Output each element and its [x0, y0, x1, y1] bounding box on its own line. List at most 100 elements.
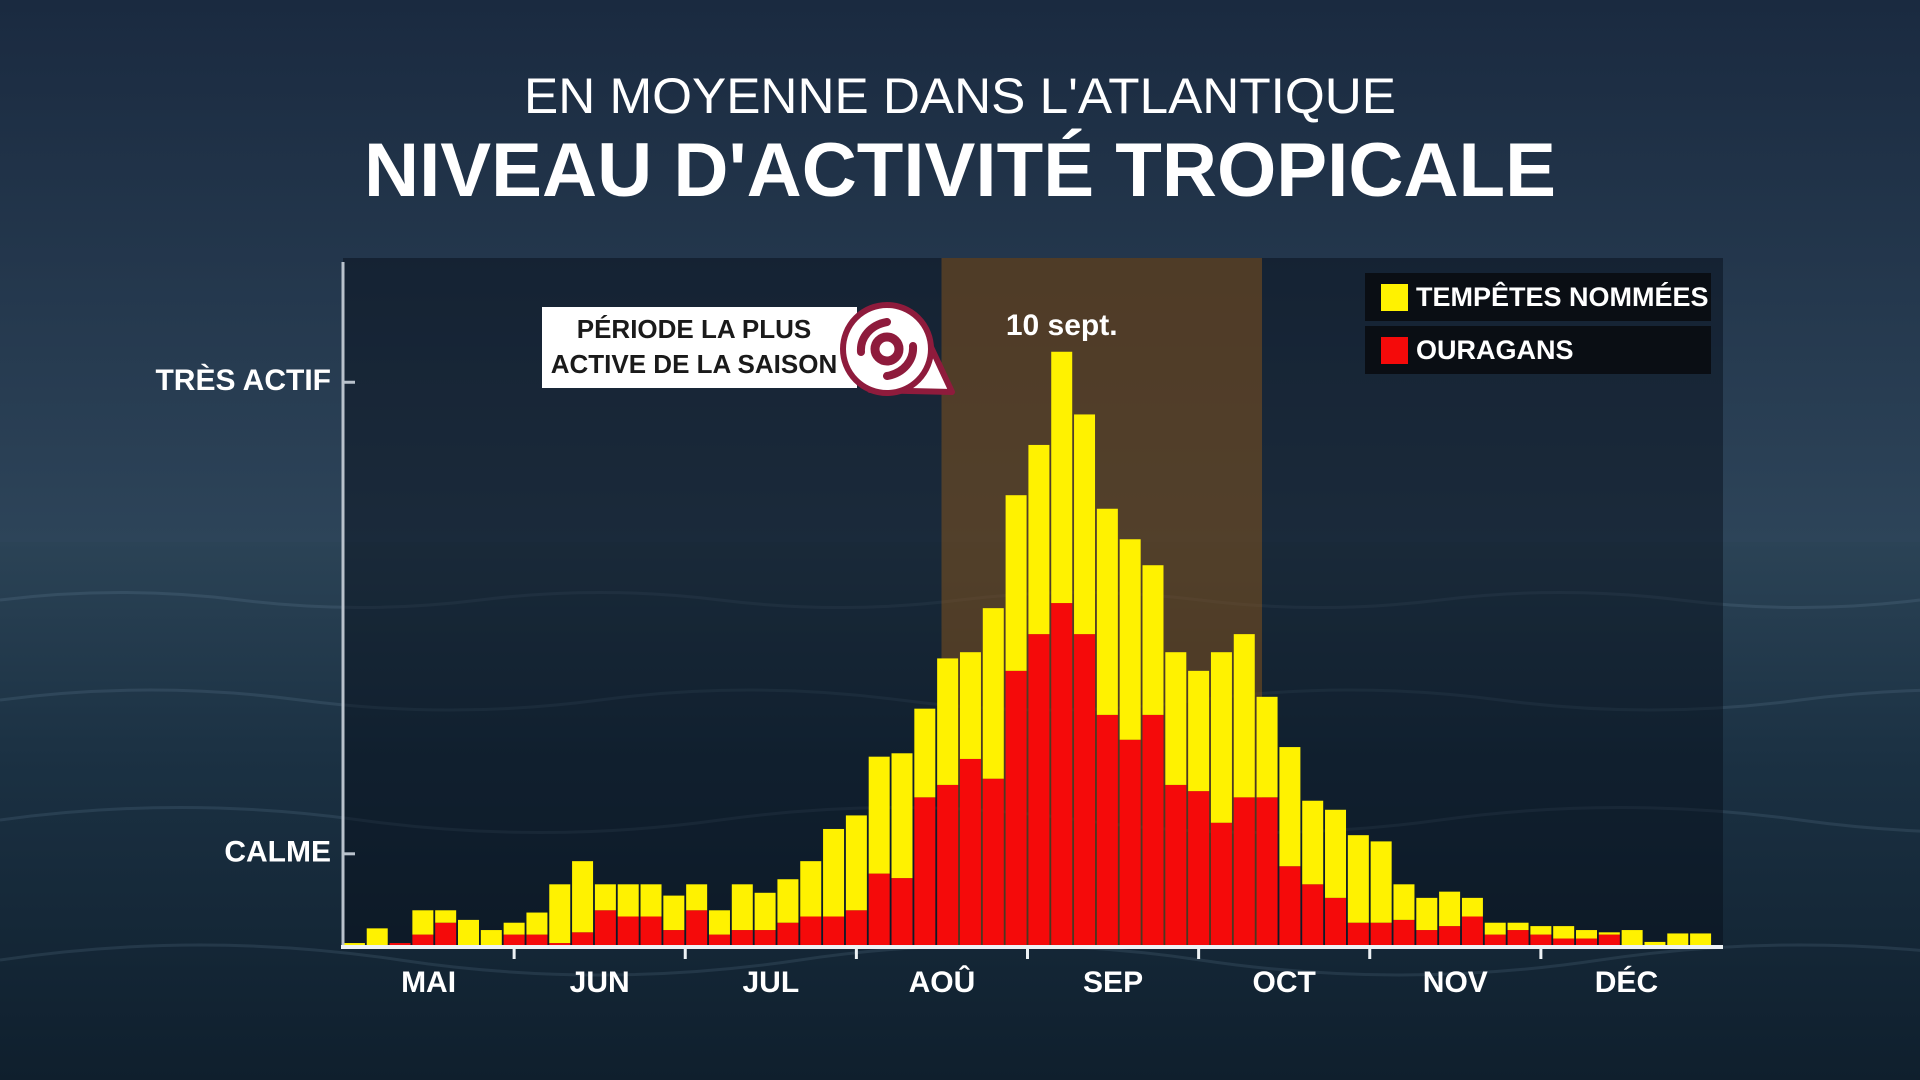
bar-segment	[1165, 784, 1187, 947]
peak-annotation: 10 sept.	[1006, 309, 1118, 342]
bar-segment	[1461, 897, 1483, 917]
bar-segment	[1370, 841, 1392, 923]
bar-segment	[937, 784, 959, 947]
bar-segment	[663, 895, 685, 931]
bar-segment	[1325, 809, 1347, 898]
bar-segment	[1325, 897, 1347, 947]
bar-segment	[640, 916, 662, 947]
bar-segment	[617, 884, 639, 917]
bar-segment	[823, 916, 845, 947]
bar-segment	[777, 879, 799, 923]
bar-segment	[1484, 934, 1506, 947]
bar-segment	[1507, 922, 1529, 931]
y-tick-label: CALME	[224, 836, 331, 869]
chart-subtitle: EN MOYENNE DANS L'ATLANTIQUE	[524, 68, 1396, 124]
bar-segment	[1188, 670, 1210, 792]
bar-segment	[1188, 791, 1210, 947]
bar-segment	[412, 934, 434, 947]
bar-segment	[1210, 652, 1232, 823]
legend-swatch	[1381, 337, 1408, 364]
legend-box	[1365, 273, 1711, 321]
bar-segment	[754, 892, 776, 931]
x-tick-label: OCT	[1253, 966, 1316, 999]
bar-segment	[1051, 351, 1073, 604]
bar-segment	[549, 884, 571, 944]
bar-segment	[1233, 634, 1255, 798]
y-tick-label: TRÈS ACTIF	[155, 363, 331, 397]
bar-segment	[708, 910, 730, 935]
bar-segment	[777, 922, 799, 947]
legend-label: OURAGANS	[1416, 335, 1574, 365]
x-tick-label: SEP	[1083, 966, 1143, 999]
bar-segment	[1576, 938, 1598, 947]
bar-segment	[412, 910, 434, 935]
bar-segment	[914, 708, 936, 798]
bar-segment	[1165, 652, 1187, 785]
bar-segment	[572, 932, 594, 947]
bar-segment	[1256, 696, 1278, 798]
bar-segment	[1302, 884, 1324, 947]
bar-segment	[868, 873, 890, 947]
bar-segment	[959, 652, 981, 759]
callout-icon	[840, 302, 934, 396]
bar-segment	[800, 861, 822, 917]
bar-segment	[594, 910, 616, 947]
bar-segment	[1621, 930, 1643, 947]
bar-segment	[1142, 714, 1164, 947]
bar-segment	[1439, 891, 1461, 927]
bar-segment	[959, 758, 981, 947]
bar-segment	[1119, 739, 1141, 947]
bar-segment	[640, 884, 662, 917]
bar-segment	[1553, 938, 1575, 947]
bar-segment	[686, 884, 708, 911]
callout-box	[542, 307, 857, 388]
bar-segment	[1598, 934, 1620, 947]
bar-segment	[1096, 714, 1118, 947]
bar-segment	[503, 934, 525, 947]
bar-segment	[1644, 941, 1666, 947]
bar-segment	[823, 828, 845, 917]
bar-segment	[1096, 508, 1118, 715]
bar-segment	[435, 910, 457, 923]
bar-segment	[754, 930, 776, 947]
bar-segment	[1005, 670, 1027, 947]
bar-segment	[731, 884, 753, 931]
bar-segment	[480, 930, 502, 947]
callout-text: PÉRIODE LA PLUS	[577, 314, 812, 344]
bar-segment	[1370, 922, 1392, 947]
x-tick-label: JUN	[570, 966, 630, 999]
bar-segment	[845, 815, 867, 911]
bar-segment	[891, 753, 913, 879]
bar-segment	[1256, 797, 1278, 947]
bar-segment	[366, 928, 388, 947]
bar-segment	[1416, 897, 1438, 931]
x-tick-label: MAI	[401, 966, 456, 999]
bar-segment	[982, 608, 1004, 779]
bar-segment	[1210, 822, 1232, 947]
bar-segment	[891, 878, 913, 947]
legend-label: TEMPÊTES NOMMÉES	[1416, 281, 1709, 312]
bar-segment	[1347, 922, 1369, 947]
bar-segment	[526, 912, 548, 935]
bar-segment	[937, 658, 959, 785]
bar-segment	[1142, 565, 1164, 715]
bar-segment	[1461, 916, 1483, 947]
hurricane-symbol	[856, 318, 918, 380]
bar-segment	[1051, 603, 1073, 947]
bar-segment	[914, 797, 936, 947]
bar-segment	[845, 910, 867, 947]
bar-segment	[708, 934, 730, 947]
bar-segment	[1233, 797, 1255, 947]
bar-segment	[1028, 634, 1050, 947]
bar-segment	[982, 778, 1004, 947]
bar-segment	[1028, 444, 1050, 635]
bar-segment	[1005, 495, 1027, 671]
bar-segment	[343, 943, 365, 946]
bar-segment	[1598, 932, 1620, 935]
chart-title: NIVEAU D'ACTIVITÉ TROPICALE	[364, 128, 1556, 213]
bar-segment	[1667, 933, 1689, 947]
background-sky	[0, 0, 1920, 542]
hurricane-eye	[870, 332, 904, 366]
bar-segment	[1576, 930, 1598, 939]
legend-box	[1365, 326, 1711, 374]
